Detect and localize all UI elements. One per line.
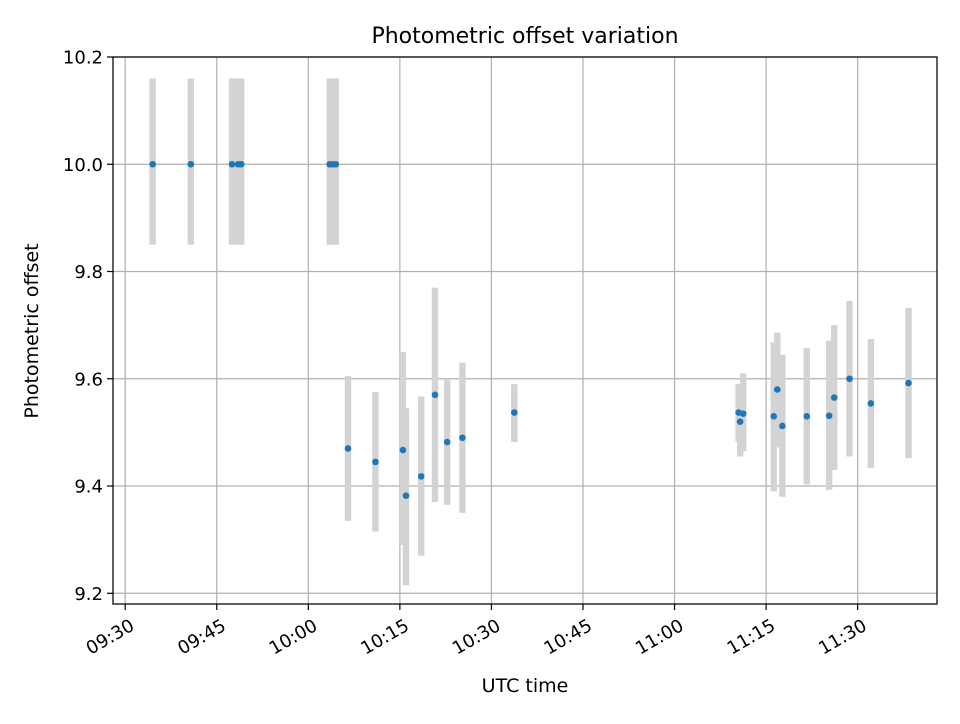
data-point: [739, 410, 747, 417]
y-axis-label: Photometric offset: [21, 243, 43, 418]
data-point: [149, 160, 156, 168]
data-point: [905, 379, 912, 387]
data-point: [511, 409, 518, 416]
data-point: [830, 394, 838, 401]
data-point: [779, 422, 786, 430]
data-points: [149, 160, 912, 499]
y-tick-label: 9.6: [74, 369, 103, 390]
grid-lines: [113, 56, 937, 604]
data-point: [770, 413, 778, 420]
data-point: [344, 445, 352, 452]
data-point: [773, 386, 781, 393]
data-point: [736, 418, 744, 425]
data-point: [228, 160, 236, 168]
y-axis-ticks: 9.2 9.4 9.6 9.8 10.0 10.2: [63, 48, 113, 605]
chart-title: Photometric offset variation: [371, 24, 678, 49]
y-tick-label: 9.2: [74, 584, 103, 605]
x-axis-label: UTC time: [482, 675, 569, 697]
data-point: [332, 160, 340, 168]
data-point: [402, 492, 410, 499]
data-point: [417, 473, 425, 480]
data-point: [846, 375, 853, 383]
data-point: [803, 413, 811, 420]
data-point: [867, 400, 875, 407]
plot-frame: [112, 56, 938, 605]
y-tick-label: 9.8: [74, 262, 103, 283]
data-point: [187, 160, 195, 168]
y-tick-label: 10.2: [63, 48, 103, 69]
data-point: [825, 412, 833, 420]
y-tick-label: 9.4: [74, 477, 103, 498]
data-point: [443, 438, 451, 446]
y-tick-label: 10.0: [63, 155, 103, 176]
data-point: [372, 458, 379, 466]
data-point: [399, 446, 407, 454]
data-point: [459, 434, 466, 442]
data-point: [431, 391, 439, 399]
data-point: [237, 160, 245, 168]
